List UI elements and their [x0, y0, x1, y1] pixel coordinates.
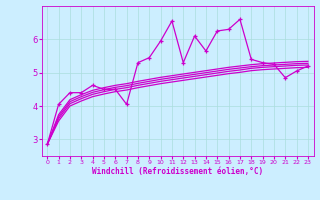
X-axis label: Windchill (Refroidissement éolien,°C): Windchill (Refroidissement éolien,°C) [92, 167, 263, 176]
